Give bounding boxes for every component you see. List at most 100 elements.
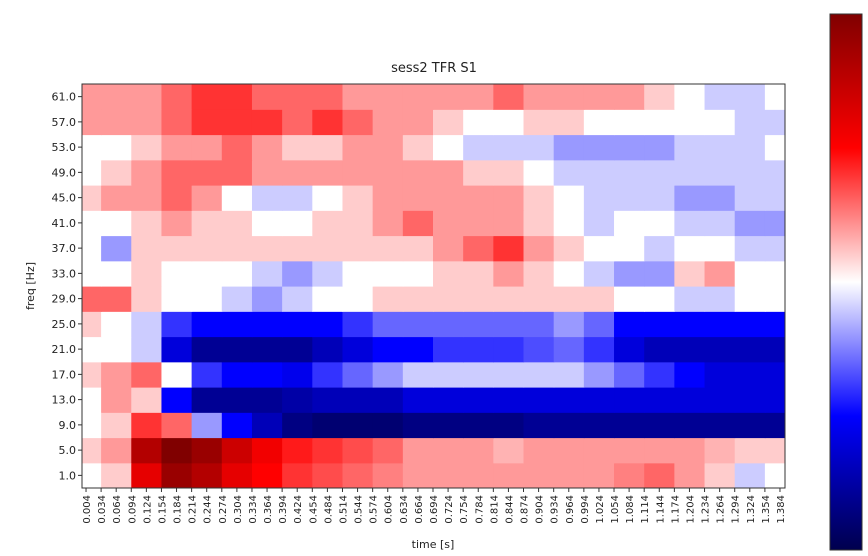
heatmap-cell	[402, 462, 434, 488]
heatmap-cell	[221, 462, 253, 488]
heatmap-cell	[734, 159, 766, 186]
heatmap-cell	[312, 109, 344, 136]
heatmap-cell	[221, 210, 253, 237]
heatmap-cell	[191, 437, 223, 464]
heatmap-cell	[734, 235, 766, 262]
heatmap-cell	[764, 109, 785, 136]
heatmap-cell	[312, 311, 344, 338]
heatmap-cell	[131, 437, 163, 464]
heatmap-cell	[282, 286, 313, 312]
heatmap-cell	[463, 210, 494, 237]
heatmap-cell	[764, 159, 785, 186]
heatmap-cell	[282, 210, 313, 237]
heatmap-cell	[82, 235, 102, 262]
heatmap-cell	[463, 336, 494, 363]
x-tick-label: 0.604	[384, 495, 395, 524]
heatmap-cell	[342, 387, 374, 413]
heatmap-cell	[432, 336, 464, 363]
heatmap-cell	[523, 387, 555, 413]
heatmap-cell	[402, 412, 434, 439]
heatmap-cell	[402, 361, 434, 388]
x-axis-label: time [s]	[412, 538, 455, 551]
heatmap-cell	[523, 361, 555, 388]
y-tick-label: 33.0	[52, 267, 77, 280]
heatmap-cell	[674, 159, 706, 186]
heatmap-cell	[614, 462, 645, 488]
heatmap-cell	[312, 361, 344, 388]
heatmap-cell	[101, 387, 132, 413]
x-tick-label: 1.144	[655, 495, 666, 524]
heatmap-cell	[131, 412, 163, 439]
heatmap-cell	[191, 185, 223, 211]
heatmap-cell	[251, 84, 283, 110]
heatmap-cell	[191, 84, 223, 110]
heatmap-cell	[674, 235, 706, 262]
x-tick-label: 0.574	[369, 495, 380, 524]
heatmap-cell	[432, 260, 464, 287]
heatmap-cell	[493, 260, 525, 287]
heatmap-cell	[221, 159, 253, 186]
heatmap-cell	[734, 462, 766, 488]
heatmap-cell	[614, 235, 645, 262]
heatmap-cell	[282, 462, 313, 488]
x-tick-label: 1.234	[701, 495, 712, 524]
heatmap-cell	[432, 437, 464, 464]
heatmap	[82, 84, 785, 488]
heatmap-cell	[191, 235, 223, 262]
heatmap-cell	[402, 387, 434, 413]
heatmap-cell	[372, 361, 404, 388]
heatmap-cell	[764, 84, 785, 110]
x-tick-label: 0.694	[429, 495, 440, 524]
heatmap-cell	[101, 159, 132, 186]
heatmap-cell	[282, 185, 313, 211]
heatmap-cell	[191, 412, 223, 439]
heatmap-cell	[644, 311, 675, 338]
heatmap-cell	[704, 311, 736, 338]
heatmap-cell	[372, 336, 404, 363]
y-tick-label: 29.0	[52, 293, 77, 306]
heatmap-cell	[101, 109, 132, 136]
heatmap-cell	[734, 260, 766, 287]
heatmap-cell	[282, 311, 313, 338]
heatmap-cell	[553, 235, 585, 262]
x-tick-label: 1.024	[595, 495, 606, 524]
heatmap-cell	[282, 387, 313, 413]
heatmap-cell	[614, 185, 645, 211]
heatmap-cell	[131, 159, 163, 186]
heatmap-cell	[553, 286, 585, 312]
heatmap-cell	[583, 361, 615, 388]
heatmap-cell	[674, 311, 706, 338]
heatmap-cell	[734, 109, 766, 136]
heatmap-cell	[432, 235, 464, 262]
heatmap-cell	[312, 185, 344, 211]
heatmap-cell	[463, 462, 494, 488]
heatmap-cell	[614, 336, 645, 363]
heatmap-cell	[644, 412, 675, 439]
heatmap-cell	[131, 84, 163, 110]
heatmap-cell	[644, 361, 675, 388]
heatmap-cell	[463, 437, 494, 464]
heatmap-cell	[191, 134, 223, 161]
heatmap-cell	[583, 235, 615, 262]
heatmap-cell	[131, 235, 163, 262]
heatmap-cell	[463, 361, 494, 388]
heatmap-cell	[644, 286, 675, 312]
heatmap-cell	[463, 387, 494, 413]
heatmap-cell	[131, 462, 163, 488]
heatmap-cell	[101, 84, 132, 110]
heatmap-cell	[432, 361, 464, 388]
heatmap-cell	[161, 361, 193, 388]
heatmap-cell	[402, 185, 434, 211]
heatmap-cell	[101, 336, 132, 363]
x-tick-label: 1.174	[670, 495, 681, 524]
heatmap-cell	[674, 412, 706, 439]
heatmap-cell	[101, 412, 132, 439]
heatmap-cell	[583, 336, 615, 363]
heatmap-cell	[734, 437, 766, 464]
y-tick-label: 17.0	[52, 368, 77, 381]
heatmap-cell	[463, 134, 494, 161]
heatmap-cell	[614, 260, 645, 287]
heatmap-cell	[191, 311, 223, 338]
heatmap-cell	[342, 412, 374, 439]
heatmap-cell	[101, 260, 132, 287]
